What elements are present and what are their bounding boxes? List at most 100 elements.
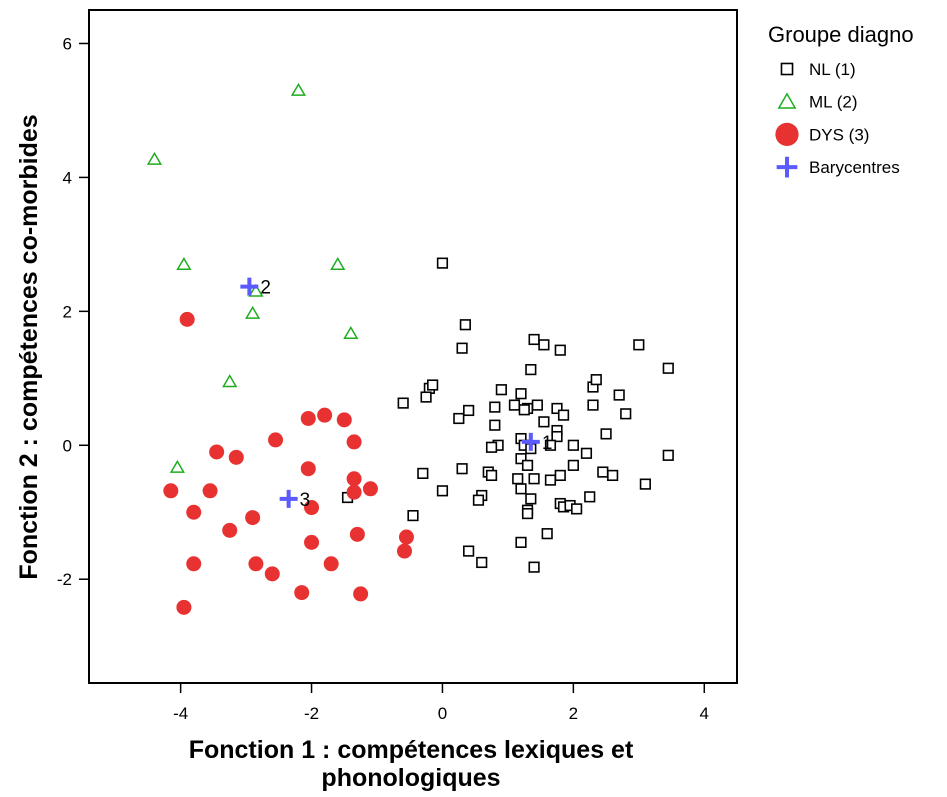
data-point	[512, 473, 524, 485]
data-point	[176, 256, 192, 271]
data-point	[485, 469, 498, 482]
legend-label: ML (2)	[809, 93, 858, 112]
x-tick-label: 4	[700, 704, 709, 723]
data-point	[587, 399, 599, 411]
data-point	[485, 441, 498, 453]
data-point	[521, 459, 534, 471]
data-point	[304, 534, 320, 550]
data-point	[472, 494, 485, 506]
series-2	[163, 311, 414, 615]
data-point	[531, 399, 543, 411]
data-point	[362, 481, 378, 497]
data-point	[590, 374, 602, 386]
centroid-point	[240, 277, 259, 296]
centroid-point	[521, 432, 540, 451]
data-point	[600, 428, 612, 440]
data-point	[613, 389, 625, 401]
data-point	[554, 344, 566, 356]
legend-marker	[775, 122, 799, 147]
plot-frame	[88, 9, 738, 684]
data-point	[633, 339, 645, 351]
x-axis-title-line1: Fonction 1 : compétences lexiques et	[189, 736, 634, 764]
data-point	[525, 493, 537, 505]
chart-marks: 1 2 3	[146, 82, 674, 615]
data-point	[459, 319, 471, 331]
data-point	[228, 449, 244, 465]
data-point	[515, 388, 527, 400]
legend-item: Barycentres	[776, 156, 900, 178]
data-point	[551, 402, 563, 415]
data-point	[607, 469, 619, 482]
data-point	[515, 453, 527, 465]
centroid-label: 3	[300, 490, 311, 511]
data-point	[557, 409, 570, 421]
series-1	[146, 82, 359, 473]
data-point	[336, 412, 352, 428]
data-point	[567, 459, 579, 471]
data-point	[346, 434, 362, 450]
legend-label: NL (1)	[809, 60, 856, 79]
data-point	[597, 466, 609, 478]
data-point	[407, 509, 419, 522]
data-point	[209, 444, 225, 460]
data-point	[662, 362, 674, 374]
data-point	[528, 561, 540, 573]
x-axis-title-line2: phonologiques	[321, 764, 500, 792]
data-point	[417, 467, 429, 479]
y-tick-label: 0	[63, 436, 72, 455]
data-point	[222, 522, 238, 538]
data-point	[515, 536, 527, 548]
data-point	[620, 408, 632, 420]
data-point	[571, 503, 583, 515]
centroid-label: 2	[260, 278, 271, 299]
data-point	[463, 404, 475, 417]
data-point	[525, 364, 537, 376]
data-point	[294, 585, 310, 601]
data-point	[463, 545, 475, 557]
data-point	[349, 526, 365, 542]
x-tick-label: -4	[173, 704, 188, 723]
data-point	[453, 412, 465, 425]
data-point	[186, 556, 202, 572]
legend-item: DYS (3)	[775, 122, 869, 147]
data-point	[521, 507, 534, 520]
data-point	[436, 485, 449, 497]
data-point	[538, 339, 550, 351]
data-point	[541, 528, 553, 540]
data-point	[245, 510, 261, 526]
data-point	[584, 491, 596, 503]
data-point	[554, 469, 566, 482]
data-point	[186, 504, 202, 520]
legend-item: ML (2)	[777, 92, 858, 112]
data-point	[495, 384, 507, 396]
data-point	[567, 439, 579, 451]
data-point	[146, 151, 163, 165]
data-point	[353, 586, 369, 602]
x-tick-label: 0	[438, 704, 447, 723]
legend-label: DYS (3)	[809, 125, 869, 144]
data-point	[528, 473, 540, 485]
legend-marker	[776, 156, 798, 178]
legend-title: Groupe diagno	[768, 22, 914, 47]
y-axis-title: Fonction 2 : compétences co-morbides	[15, 114, 43, 579]
data-point	[343, 325, 359, 339]
data-point	[436, 257, 449, 269]
x-tick-label: 2	[569, 704, 578, 723]
data-point	[179, 311, 195, 327]
data-point	[304, 500, 320, 516]
data-point	[580, 447, 593, 459]
data-point	[202, 483, 218, 499]
legend-label: Barycentres	[809, 158, 900, 177]
series-0	[341, 257, 674, 573]
data-point	[346, 484, 362, 500]
data-point	[264, 566, 280, 582]
data-point	[508, 399, 521, 411]
chart-axes: -4 -2 0 2 4 -2 0 2 4 6	[57, 34, 709, 723]
data-point	[300, 461, 316, 477]
legend-item: NL (1)	[780, 60, 856, 79]
centroid-label: 1	[542, 433, 553, 454]
data-point	[300, 410, 316, 426]
data-point	[245, 305, 261, 319]
series-3: 1 2 3	[240, 277, 553, 511]
